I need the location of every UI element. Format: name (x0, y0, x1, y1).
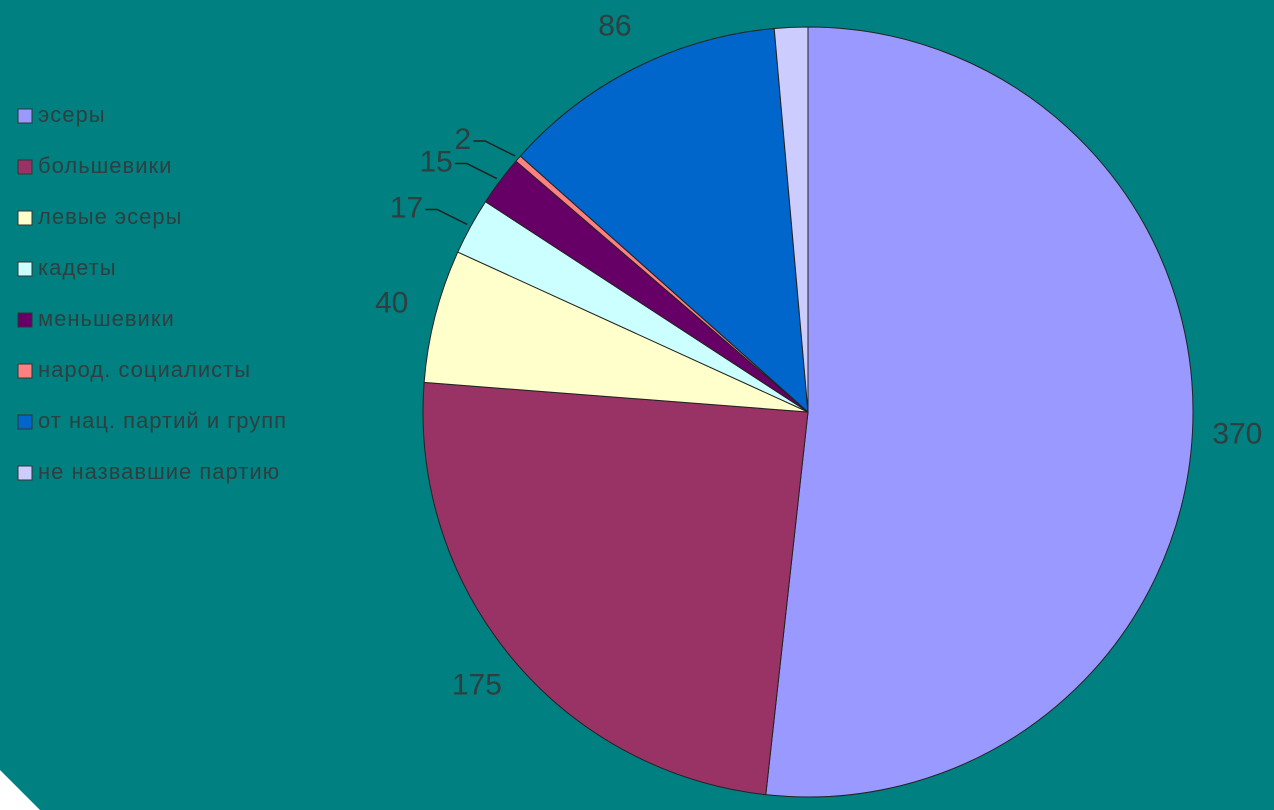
data-label: 175 (452, 668, 502, 701)
data-label: 86 (598, 10, 631, 43)
pie-slice (765, 26, 1194, 798)
legend-swatch (17, 465, 33, 481)
leader-line (425, 208, 468, 226)
legend-label: меньшевики (38, 306, 175, 331)
legend-label: кадеты (38, 255, 117, 280)
legend-label: от нац. партий и групп (38, 408, 287, 433)
legend: эсеры большевики левые эсеры кадеты меньшеви… (17, 102, 287, 484)
legend-label: народ. социалисты (38, 357, 251, 382)
legend-label: не назвавшие партию (38, 459, 280, 484)
legend-swatch (17, 363, 33, 379)
legend-swatch (17, 312, 33, 328)
data-label: 40 (375, 286, 408, 319)
legend-swatch (17, 261, 33, 277)
pie-slice (519, 27, 809, 414)
leader-line (454, 162, 498, 180)
pie-slice (423, 251, 809, 413)
legend-swatch (17, 210, 33, 226)
legend-label: большевики (38, 153, 172, 178)
legend-label: левые эсеры (38, 204, 182, 229)
legend-label: эсеры (38, 102, 106, 127)
data-label: 17 (390, 191, 423, 224)
data-label: 2 (454, 123, 471, 156)
data-label: 15 (419, 145, 452, 178)
leader-line (473, 140, 516, 157)
legend-swatch (17, 108, 33, 124)
legend-swatch (17, 159, 33, 175)
pie: 370 175 40 17 152 86 (375, 10, 1262, 798)
pie-slice (422, 381, 809, 796)
pie-slice (773, 26, 809, 413)
data-label: 370 (1212, 418, 1262, 451)
legend-swatch (17, 414, 33, 430)
